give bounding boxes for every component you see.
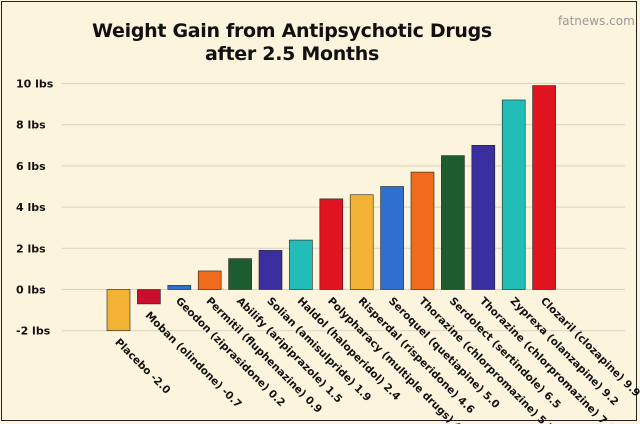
watermark: fatnews.com	[558, 14, 635, 28]
bar	[532, 85, 556, 290]
bar	[349, 194, 374, 290]
bars	[106, 85, 556, 332]
bar	[471, 145, 496, 290]
chart-title-line-2: after 2.5 Months	[205, 43, 379, 65]
grid-lines	[62, 83, 625, 332]
category-label: Placebo -2.0	[112, 336, 172, 396]
y-tick-label: 10 lbs	[16, 78, 54, 91]
category-label: Serdolect (sertindole) 6.5	[447, 295, 563, 411]
bar	[441, 155, 465, 290]
bar	[137, 289, 161, 305]
chart-title-line-1: Weight Gain from Antipsychotic Drugs	[92, 20, 492, 42]
bar	[197, 270, 222, 290]
y-tick-label: 2 lbs	[16, 242, 46, 255]
bar	[167, 285, 192, 290]
y-tick-label: 0 lbs	[16, 284, 46, 297]
bar	[106, 289, 131, 332]
y-tick-label: -2 lbs	[16, 325, 51, 338]
y-tick-label: 6 lbs	[16, 160, 46, 173]
category-label: Seroquel (quetiapine) 5.0	[386, 295, 502, 411]
bar	[319, 198, 344, 290]
bar	[228, 258, 252, 290]
y-tick-label: 4 lbs	[16, 201, 46, 214]
bar	[258, 250, 283, 290]
bar	[501, 99, 526, 290]
bar	[410, 171, 435, 290]
bar	[380, 186, 404, 290]
chart-title: Weight Gain from Antipsychotic Drugs aft…	[62, 20, 522, 66]
bar	[289, 239, 313, 290]
y-tick-label: 8 lbs	[16, 119, 46, 132]
y-axis-ticks: -2 lbs 0 lbs 2 lbs 4 lbs 6 lbs 8 lbs 10 lbs	[16, 78, 54, 338]
